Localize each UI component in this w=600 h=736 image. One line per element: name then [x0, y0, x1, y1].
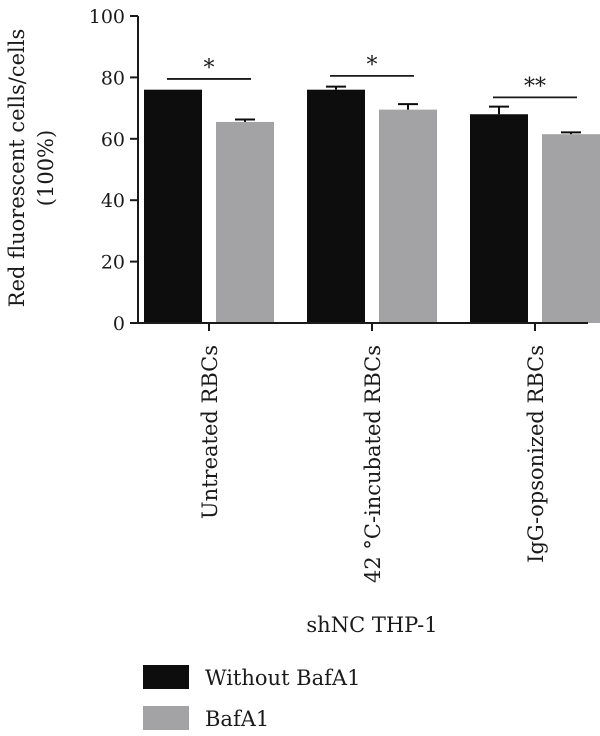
legend-label-bafa1: BafA1 [205, 707, 269, 731]
bar [216, 121, 274, 323]
significance-label: ** [524, 74, 546, 99]
y-tick-label: 80 [101, 67, 125, 89]
y-tick-label: 60 [101, 129, 125, 151]
y-tick-label: 0 [113, 313, 125, 335]
x-category-label: IgG-opsonized RBCs [524, 345, 548, 563]
bar [542, 134, 600, 323]
legend-swatch-without-bafa1 [143, 665, 189, 689]
y-axis-title-line-2: (100%) [34, 130, 58, 206]
significance-marks: * *** [167, 53, 577, 99]
y-axis: 0 20 40 60 80 100 [89, 6, 139, 335]
x-category-label: Untreated RBCs [198, 345, 222, 519]
x-axis: Untreated RBCs 42 °C-incubated RBCs IgG-op… [138, 322, 588, 583]
bar [379, 109, 437, 323]
legend: Without BafA1 BafA1 [143, 665, 360, 731]
y-tick-label: 20 [101, 252, 125, 274]
significance-label: * [204, 56, 215, 81]
x-axis-title: shNC THP-1 [306, 613, 437, 637]
legend-swatch-bafa1 [143, 706, 189, 730]
x-category-label: 42 °C-incubated RBCs [361, 345, 385, 583]
y-axis-title-line-1: Red fluorescent cells/cells [5, 29, 29, 307]
bar [307, 89, 365, 324]
legend-label-without-bafa1: Without BafA1 [205, 666, 360, 690]
significance-label: * [367, 53, 378, 78]
bar [144, 89, 202, 324]
bars [144, 85, 600, 324]
y-tick-label: 100 [89, 6, 125, 28]
bar [470, 114, 528, 324]
y-tick-label: 40 [101, 190, 125, 212]
